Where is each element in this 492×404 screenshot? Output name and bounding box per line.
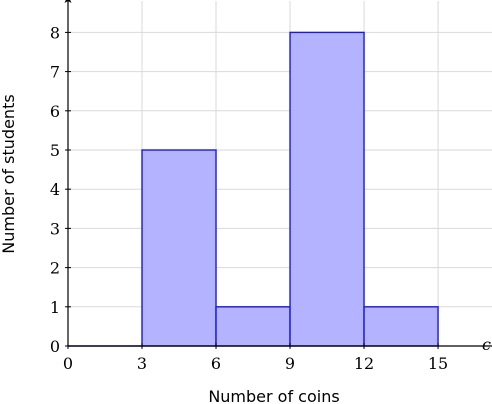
y-tick-label: 0 (50, 337, 60, 356)
axes (64, 0, 492, 349)
grid-lines (68, 1, 492, 346)
x-tick-label: 0 (63, 354, 73, 373)
x-axis-title: Number of coins (208, 387, 339, 404)
histogram-bar (289, 31, 365, 347)
x-tick-label: 9 (285, 354, 295, 373)
y-tick-label: 4 (50, 180, 60, 199)
x-tick-label: 3 (137, 354, 147, 373)
y-axis-title: Number of students (0, 94, 18, 253)
y-tick-label: 1 (50, 298, 60, 317)
histogram-bar (215, 306, 291, 347)
y-axis-arrow (64, 0, 72, 4)
x-tick-label: 6 (211, 354, 221, 373)
y-tick-label: 7 (50, 63, 60, 82)
x-axis-variable: c (482, 335, 491, 354)
histogram-bars (67, 31, 439, 347)
x-tick-label: 12 (354, 354, 374, 373)
y-tick-label: 5 (50, 141, 60, 160)
y-tick-label: 6 (50, 102, 60, 121)
y-tick-label: 8 (50, 23, 60, 42)
histogram-bar (363, 306, 439, 347)
y-tick-label: 2 (50, 259, 60, 278)
histogram-bar (141, 149, 217, 347)
y-tick-label: 3 (50, 219, 60, 238)
x-tick-label: 15 (428, 354, 448, 373)
